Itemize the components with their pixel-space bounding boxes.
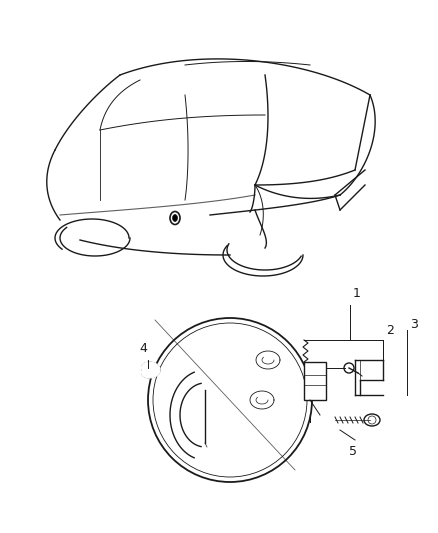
Ellipse shape — [172, 214, 177, 222]
Text: 2: 2 — [385, 324, 393, 336]
Circle shape — [148, 318, 311, 482]
Text: 3: 3 — [409, 319, 417, 332]
Ellipse shape — [363, 414, 379, 426]
Text: 1: 1 — [352, 287, 360, 300]
Bar — [303, 362, 325, 400]
Polygon shape — [141, 362, 159, 378]
Circle shape — [343, 363, 353, 373]
Text: 5: 5 — [348, 445, 356, 458]
Text: 4: 4 — [139, 342, 147, 355]
Ellipse shape — [170, 212, 180, 224]
